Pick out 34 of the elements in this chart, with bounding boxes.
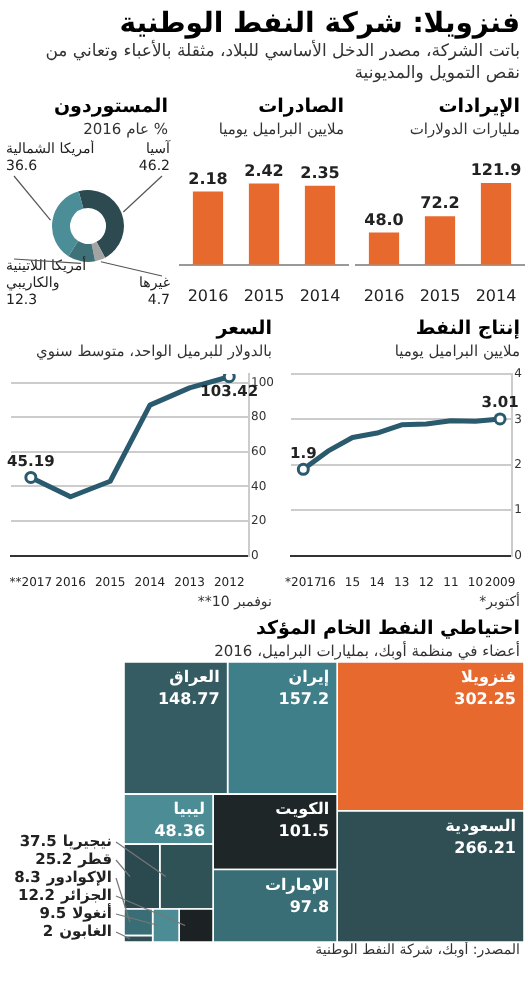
category-label: الإمارات (265, 875, 330, 894)
chart-title: الصادرات (256, 96, 344, 120)
data-label: 266.21 (454, 839, 517, 858)
data-label: 48.0 (364, 210, 405, 229)
chart-title: السعر (213, 318, 272, 342)
data-label: 121.9 (470, 161, 523, 180)
x-tick-label: 2014 (475, 286, 517, 305)
data-label: 302.25 (454, 690, 517, 709)
data-label: 148.77 (157, 690, 220, 709)
x-tick-label: 2016 (363, 286, 405, 305)
category-label: ليبيا (173, 800, 206, 819)
x-tick-label: 2015 (243, 286, 285, 305)
data-label: 157.2 (278, 690, 330, 709)
text: فنزويلا: شركة النفط الوطنية (117, 8, 520, 40)
chart-title: الإيرادات (436, 96, 520, 120)
data-label: 2.42 (244, 161, 284, 180)
data-label: 97.8 (289, 897, 330, 916)
chart-title: إنتاج النفط (413, 318, 520, 342)
category-label: الكويت (275, 800, 330, 819)
category-label: العراق (169, 668, 221, 687)
x-tick-label: 2014 (299, 286, 341, 305)
x-tick-label: 2016 (187, 286, 229, 305)
data-label: 2.18 (188, 169, 229, 188)
data-label: 101.5 (278, 822, 330, 841)
data-label: 72.2 (420, 194, 460, 213)
category-label: إيران (288, 668, 330, 687)
data-label: 2.35 (300, 164, 341, 182)
chart-title: المستوردون (51, 96, 168, 120)
text: احتياطي النفط الخام المؤكد (254, 618, 520, 641)
x-tick-label: 2015 (419, 286, 461, 305)
category-label: السعودية (445, 817, 517, 836)
text: باتت الشركة، مصدر الدخل الأساسي للبلاد، مثقلة بالأعباء وتعاني من نقص التمويل والمديونية (43, 42, 520, 86)
data-label: 48.36 (154, 822, 206, 841)
category-label: فنزويلا (460, 668, 516, 687)
